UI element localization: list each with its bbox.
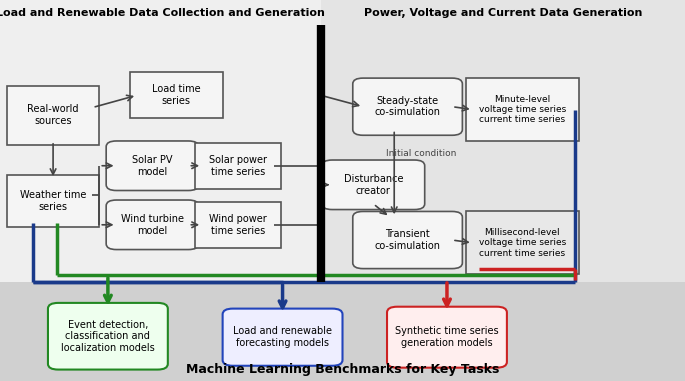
Text: Initial condition: Initial condition (386, 149, 456, 158)
FancyBboxPatch shape (130, 72, 223, 118)
FancyBboxPatch shape (7, 175, 99, 227)
FancyBboxPatch shape (466, 78, 579, 141)
Text: Synthetic time series
generation models: Synthetic time series generation models (395, 327, 499, 348)
Text: Solar power
time series: Solar power time series (209, 155, 267, 176)
Text: Load time
series: Load time series (152, 85, 201, 106)
FancyBboxPatch shape (322, 160, 425, 210)
Text: Millisecond-level
voltage time series
current time series: Millisecond-level voltage time series cu… (479, 228, 566, 258)
FancyBboxPatch shape (7, 86, 99, 145)
FancyBboxPatch shape (353, 78, 462, 135)
FancyBboxPatch shape (195, 143, 281, 189)
FancyBboxPatch shape (466, 211, 579, 274)
Text: Weather time
series: Weather time series (20, 190, 86, 212)
FancyBboxPatch shape (106, 141, 199, 190)
Text: Event detection,
classification and
localization models: Event detection, classification and loca… (61, 320, 155, 353)
FancyBboxPatch shape (223, 309, 342, 366)
Text: Power, Voltage and Current Data Generation: Power, Voltage and Current Data Generati… (364, 8, 642, 18)
Text: Steady-state
co-simulation: Steady-state co-simulation (375, 96, 440, 117)
FancyBboxPatch shape (353, 211, 462, 269)
FancyBboxPatch shape (321, 0, 685, 282)
FancyBboxPatch shape (195, 202, 281, 248)
Text: Load and renewable
forecasting models: Load and renewable forecasting models (233, 327, 332, 348)
FancyBboxPatch shape (106, 200, 199, 250)
Text: Machine Learning Benchmarks for Key Tasks: Machine Learning Benchmarks for Key Task… (186, 363, 499, 376)
FancyBboxPatch shape (48, 303, 168, 370)
Text: Disturbance
creator: Disturbance creator (344, 174, 403, 195)
Text: Transient
co-simulation: Transient co-simulation (375, 229, 440, 251)
Text: Real-world
sources: Real-world sources (27, 104, 79, 126)
FancyBboxPatch shape (0, 0, 685, 282)
Text: Wind power
time series: Wind power time series (209, 214, 267, 235)
FancyBboxPatch shape (387, 307, 507, 368)
Text: Minute-level
voltage time series
current time series: Minute-level voltage time series current… (479, 94, 566, 125)
Text: Solar PV
model: Solar PV model (132, 155, 173, 176)
Text: Load and Renewable Data Collection and Generation: Load and Renewable Data Collection and G… (0, 8, 325, 18)
Text: Wind turbine
model: Wind turbine model (121, 214, 184, 235)
